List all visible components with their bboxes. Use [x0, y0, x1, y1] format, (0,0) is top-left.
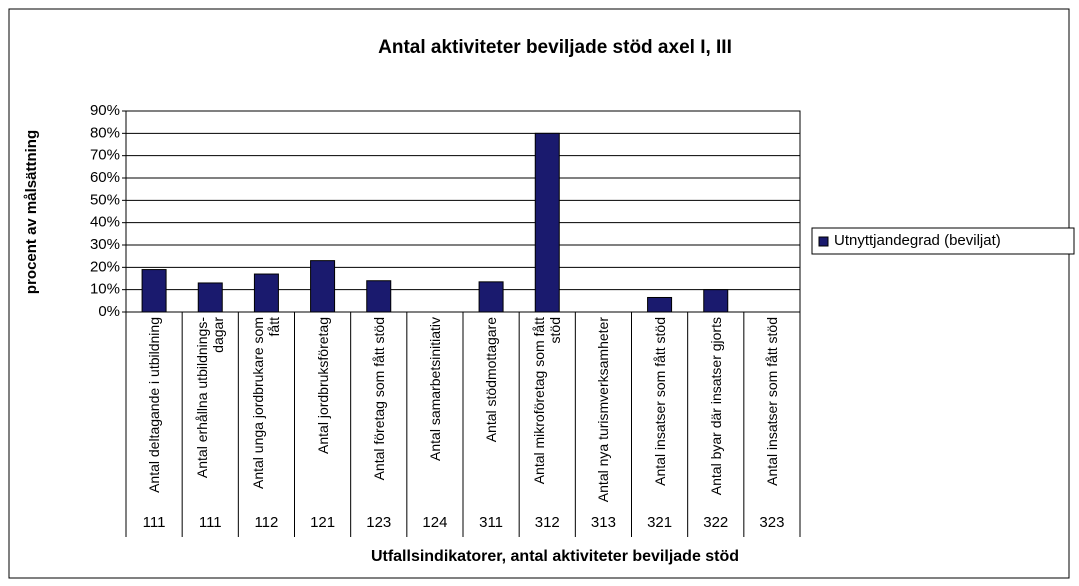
category-code: 322 [703, 514, 728, 531]
x-tick-label: Antal företag som fått stöd [370, 317, 387, 481]
y-tick-label: 0% [98, 303, 120, 320]
chart-border [8, 8, 1070, 579]
x-tick-label: Antal deltagande i utbildning [146, 317, 163, 493]
x-axis-title: Utfallsindikatorer, antal aktiviteter be… [371, 548, 739, 565]
bar [534, 132, 560, 313]
y-axis-title: procent av målsättning [23, 130, 40, 294]
category-code: 312 [535, 514, 560, 531]
legend-swatch [818, 236, 829, 247]
x-tick-label: Antal stödmottagare [483, 317, 500, 443]
bar [366, 280, 392, 313]
x-tick-label: Antal samarbetsinitiativ [426, 317, 443, 461]
x-tick-label: Antal jordbruksföretag [314, 317, 331, 454]
category-code: 111 [143, 514, 166, 531]
category-code: 121 [310, 514, 335, 531]
category-code: 323 [759, 514, 784, 531]
category-code: 321 [647, 514, 672, 531]
x-tick-label: Antal erhållna utbildnings-dagar [194, 317, 227, 479]
y-tick-label: 90% [90, 102, 120, 119]
bar [141, 269, 167, 313]
category-code: 111 [199, 514, 222, 531]
plot-area [125, 110, 801, 313]
y-tick-label: 80% [90, 124, 120, 141]
y-tick-label: 20% [90, 258, 120, 275]
category-code: 311 [479, 514, 503, 531]
x-tick-label: Antal mikroföretag som fått stöd [531, 317, 564, 485]
y-tick-label: 60% [90, 169, 120, 186]
bar [197, 282, 223, 313]
x-tick-label: Antal insatser som fått stöd [651, 317, 668, 486]
y-tick-label: 10% [90, 281, 120, 298]
category-code: 112 [254, 514, 278, 531]
category-code: 124 [422, 514, 447, 531]
y-tick-label: 30% [90, 236, 120, 253]
x-tick-label: Antal nya turismverksamheter [595, 317, 612, 503]
x-tick-label: Antal unga jordbrukare som fått [250, 317, 283, 489]
chart-title: Antal aktiviteter beviljade stöd axel I,… [378, 37, 732, 58]
legend-box [811, 227, 1075, 255]
x-tick-label: Antal byar där insatser gjorts [707, 317, 724, 496]
y-tick-label: 70% [90, 147, 120, 164]
bar [310, 260, 336, 313]
category-code: 123 [366, 514, 391, 531]
y-tick-label: 50% [90, 191, 120, 208]
legend-label: Utnyttjandegrad (beviljat) [834, 232, 1001, 249]
x-tick-label: Antal insatser som fått stöd [763, 317, 780, 486]
bar [253, 273, 279, 313]
bar [647, 296, 673, 313]
bar [703, 289, 729, 313]
bar [478, 281, 504, 313]
category-code: 313 [591, 514, 616, 531]
y-tick-label: 40% [90, 214, 120, 231]
